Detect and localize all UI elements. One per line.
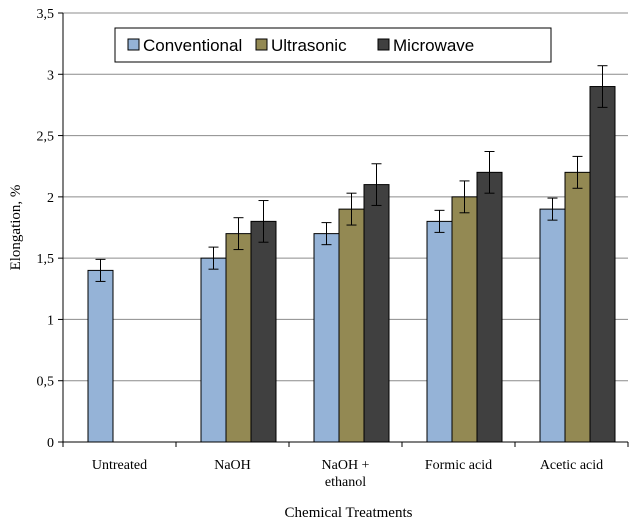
x-axis-title: Chemical Treatments xyxy=(285,505,413,521)
x-tick-label: NaOH + ethanol xyxy=(322,458,370,490)
y-axis-title: Elongation, % xyxy=(8,185,24,271)
bar-ultrasonic xyxy=(564,171,591,443)
bar-microwave xyxy=(476,171,503,443)
bars xyxy=(87,86,616,443)
legend-label-conventional: Conventional xyxy=(143,36,242,55)
y-tick-label: 2 xyxy=(47,191,54,206)
bar-microwave xyxy=(589,86,616,443)
x-tick-label: NaOH xyxy=(214,458,251,473)
error-bars xyxy=(95,65,608,282)
x-tick-label: Untreated xyxy=(92,458,147,473)
bar-ultrasonic xyxy=(451,196,478,443)
y-tick-label: 3,5 xyxy=(37,7,55,22)
y-tick-label: 0 xyxy=(47,436,54,451)
y-tick-label: 1,5 xyxy=(37,252,55,267)
bar-conventional xyxy=(87,269,114,443)
y-tick-label: 2,5 xyxy=(37,130,55,145)
bar-conventional xyxy=(200,257,227,443)
x-tick-labels: Untreated NaOH NaOH + ethanol Formic acid Ace… xyxy=(92,458,603,490)
bar-microwave xyxy=(250,220,277,443)
legend-swatch-microwave xyxy=(377,38,390,51)
x-tick-label: Acetic acid xyxy=(540,458,603,473)
y-tick-label: 3 xyxy=(47,68,54,83)
x-tick-label: Formic acid xyxy=(425,458,492,473)
legend-label-ultrasonic: Ultrasonic xyxy=(271,36,347,55)
y-tick-labels: 0 0,5 1 1,5 2 2,5 3 3,5 xyxy=(37,7,55,451)
legend-swatch-ultrasonic xyxy=(255,38,268,51)
bar-ultrasonic xyxy=(225,233,252,443)
legend-swatch-conventional xyxy=(127,38,140,51)
legend-label-microwave: Microwave xyxy=(393,36,474,55)
y-tick-label: 0,5 xyxy=(37,375,55,390)
legend-box xyxy=(114,27,552,63)
bar-ultrasonic xyxy=(338,208,365,443)
axes xyxy=(58,12,629,447)
y-tick-label: 1 xyxy=(47,313,54,328)
bar-microwave xyxy=(363,184,390,443)
legend: Conventional Ultrasonic Microwave xyxy=(114,27,552,63)
bar-conventional xyxy=(426,220,453,443)
bar-conventional xyxy=(539,208,566,443)
bar-conventional xyxy=(313,233,340,443)
